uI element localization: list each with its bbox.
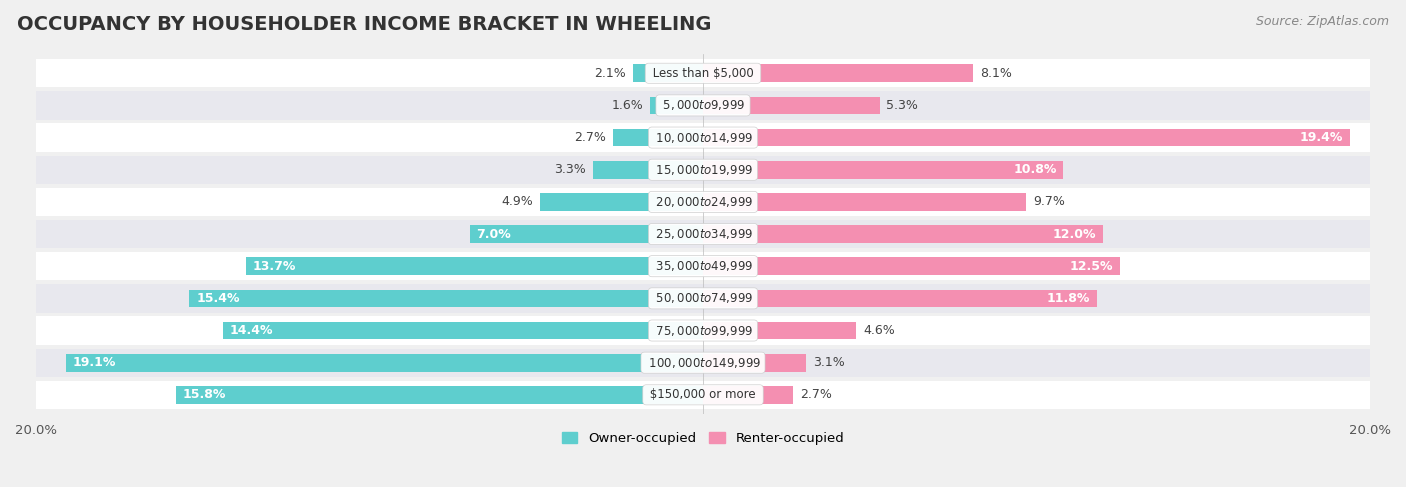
Text: $35,000 to $49,999: $35,000 to $49,999 — [652, 259, 754, 273]
Text: 12.0%: 12.0% — [1053, 227, 1097, 241]
Bar — [703, 96, 880, 114]
Bar — [246, 257, 703, 275]
Bar — [540, 193, 703, 211]
Bar — [703, 193, 1026, 211]
Text: 11.8%: 11.8% — [1046, 292, 1090, 305]
Text: 4.6%: 4.6% — [863, 324, 894, 337]
Bar — [37, 59, 1369, 87]
Text: $75,000 to $99,999: $75,000 to $99,999 — [652, 323, 754, 337]
Text: 3.3%: 3.3% — [554, 163, 586, 176]
Text: OCCUPANCY BY HOUSEHOLDER INCOME BRACKET IN WHEELING: OCCUPANCY BY HOUSEHOLDER INCOME BRACKET … — [17, 15, 711, 34]
Bar — [222, 322, 703, 339]
Bar — [633, 64, 703, 82]
Bar — [613, 129, 703, 147]
Text: $15,000 to $19,999: $15,000 to $19,999 — [652, 163, 754, 177]
Bar — [703, 257, 1119, 275]
Bar — [37, 284, 1369, 313]
Bar — [703, 322, 856, 339]
Bar — [470, 225, 703, 243]
Bar — [703, 161, 1063, 179]
Bar — [703, 289, 1097, 307]
Text: $150,000 or more: $150,000 or more — [647, 388, 759, 401]
Text: $100,000 to $149,999: $100,000 to $149,999 — [644, 356, 762, 370]
Text: 19.4%: 19.4% — [1301, 131, 1343, 144]
Bar — [37, 317, 1369, 345]
Text: 10.8%: 10.8% — [1014, 163, 1056, 176]
Text: 2.1%: 2.1% — [595, 67, 626, 80]
Legend: Owner-occupied, Renter-occupied: Owner-occupied, Renter-occupied — [557, 427, 849, 451]
Text: Less than $5,000: Less than $5,000 — [648, 67, 758, 80]
Text: Source: ZipAtlas.com: Source: ZipAtlas.com — [1256, 15, 1389, 28]
Text: $50,000 to $74,999: $50,000 to $74,999 — [652, 291, 754, 305]
Text: $20,000 to $24,999: $20,000 to $24,999 — [652, 195, 754, 209]
Text: 2.7%: 2.7% — [575, 131, 606, 144]
Bar — [703, 354, 807, 372]
Bar — [37, 187, 1369, 216]
Text: $10,000 to $14,999: $10,000 to $14,999 — [652, 131, 754, 145]
Bar — [66, 354, 703, 372]
Bar — [176, 386, 703, 404]
Text: 3.1%: 3.1% — [813, 356, 845, 369]
Text: 5.3%: 5.3% — [886, 99, 918, 112]
Text: 12.5%: 12.5% — [1070, 260, 1114, 273]
Text: $25,000 to $34,999: $25,000 to $34,999 — [652, 227, 754, 241]
Bar — [37, 220, 1369, 248]
Text: 13.7%: 13.7% — [253, 260, 297, 273]
Text: 2.7%: 2.7% — [800, 388, 831, 401]
Bar — [37, 155, 1369, 184]
Text: 8.1%: 8.1% — [980, 67, 1012, 80]
Bar — [37, 123, 1369, 152]
Text: 7.0%: 7.0% — [477, 227, 510, 241]
Text: 15.8%: 15.8% — [183, 388, 226, 401]
Bar — [703, 64, 973, 82]
Text: 9.7%: 9.7% — [1033, 195, 1064, 208]
Text: 4.9%: 4.9% — [501, 195, 533, 208]
Bar — [703, 386, 793, 404]
Text: 14.4%: 14.4% — [229, 324, 273, 337]
Bar — [703, 129, 1350, 147]
Text: $5,000 to $9,999: $5,000 to $9,999 — [659, 98, 747, 112]
Bar — [703, 225, 1104, 243]
Bar — [650, 96, 703, 114]
Bar — [37, 381, 1369, 409]
Text: 15.4%: 15.4% — [195, 292, 239, 305]
Bar — [593, 161, 703, 179]
Bar — [37, 349, 1369, 377]
Bar — [37, 252, 1369, 281]
Bar — [190, 289, 703, 307]
Text: 1.6%: 1.6% — [612, 99, 643, 112]
Bar — [37, 91, 1369, 120]
Text: 19.1%: 19.1% — [73, 356, 117, 369]
